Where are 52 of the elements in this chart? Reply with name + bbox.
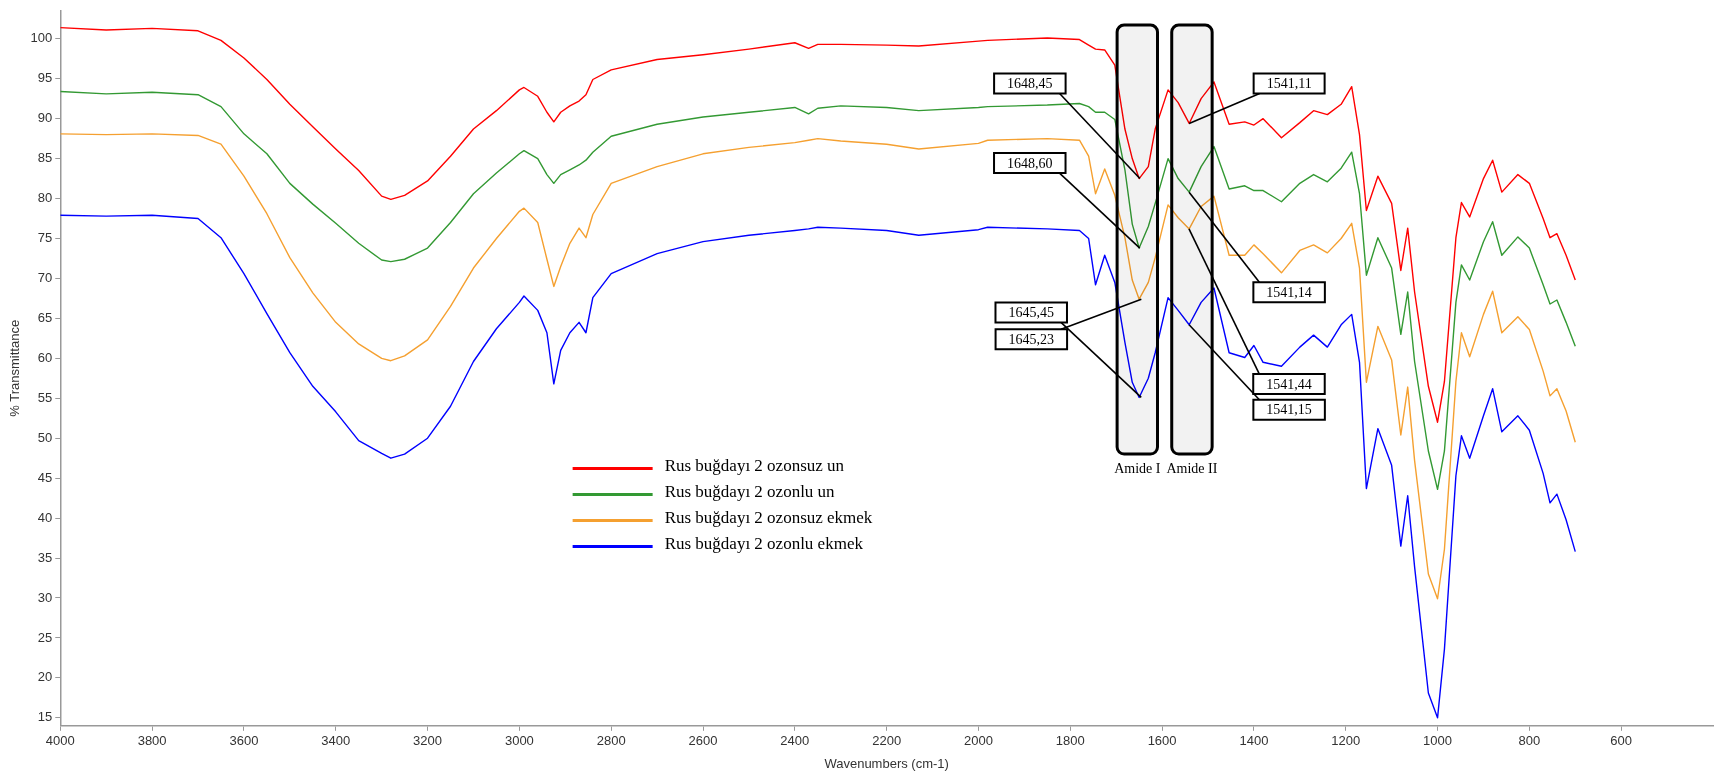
y-tick-label: 65: [37, 309, 53, 325]
x-tick-label: 2600: [688, 733, 718, 749]
y-tick-label: 90: [37, 110, 53, 126]
y-tick-label: 35: [37, 549, 53, 565]
x-tick-label: 2800: [596, 733, 626, 749]
y-tick-label: 75: [37, 230, 53, 246]
legend-label: Rus buğdayı 2 ozonsuz ekmek: [664, 507, 873, 527]
band-label: Amide I: [1114, 460, 1161, 476]
x-tick-label: 1800: [1055, 733, 1085, 749]
y-tick-label: 95: [37, 70, 53, 86]
y-tick-label: 100: [30, 30, 53, 46]
y-tick-label: 45: [37, 469, 53, 485]
x-tick-label: 2400: [780, 733, 810, 749]
annotation: 1645,45: [1008, 305, 1054, 321]
y-tick-label: 85: [37, 150, 53, 166]
x-tick-label: 3800: [137, 733, 167, 749]
x-tick-label: 600: [1610, 733, 1633, 749]
y-tick-label: 15: [37, 709, 53, 725]
y-tick-label: 60: [37, 349, 53, 365]
y-tick-label: 40: [37, 509, 53, 525]
y-tick-label: 25: [37, 629, 53, 645]
y-tick-label: 55: [37, 389, 53, 405]
y-tick-label: 20: [37, 669, 53, 685]
y-tick-label: 80: [37, 190, 53, 206]
y-axis-title: % Transmittance: [7, 319, 23, 417]
x-tick-label: 2000: [964, 733, 993, 749]
annotation: 1541,15: [1266, 402, 1312, 418]
annotation: 1541,14: [1266, 284, 1312, 300]
x-tick-label: 1000: [1423, 733, 1453, 749]
x-tick-label: 3400: [321, 733, 351, 749]
annotation: 1648,60: [1007, 155, 1053, 171]
annotation: 1541,11: [1266, 76, 1312, 92]
y-tick-label: 30: [37, 589, 53, 605]
x-tick-label: 2200: [872, 733, 902, 749]
legend-label: Rus buğdayı 2 ozonlu ekmek: [664, 533, 864, 553]
annotation: 1541,44: [1266, 376, 1312, 392]
x-tick-label: 1400: [1239, 733, 1269, 749]
legend-label: Rus buğdayı 2 ozonsuz un: [664, 455, 845, 475]
x-tick-label: 4000: [45, 733, 75, 749]
x-tick-label: 3000: [504, 733, 534, 749]
x-axis-title: Wavenumbers (cm-1): [824, 755, 949, 771]
band-label: Amide II: [1166, 460, 1218, 476]
y-tick-label: 50: [37, 429, 53, 445]
annotation: 1645,23: [1008, 331, 1055, 347]
y-tick-label: 70: [37, 270, 53, 285]
legend-label: Rus buğdayı 2 ozonlu un: [664, 481, 836, 501]
x-tick-label: 800: [1518, 733, 1541, 749]
x-tick-label: 1600: [1147, 733, 1177, 749]
x-tick-label: 3600: [229, 733, 259, 749]
annotation: 1648,45: [1007, 76, 1053, 92]
x-tick-label: 3200: [413, 733, 443, 749]
x-tick-label: 1200: [1331, 733, 1361, 749]
